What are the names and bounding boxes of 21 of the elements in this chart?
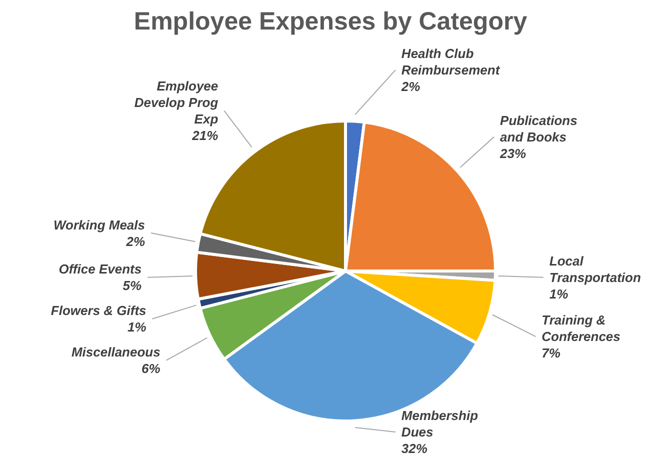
data-label: 1% xyxy=(127,320,147,335)
data-label: 23% xyxy=(499,146,526,161)
slice-label: Office Events xyxy=(58,262,142,277)
slice-label: Miscellaneous xyxy=(71,344,160,360)
slice-label: Flowers & Gifts xyxy=(50,303,146,318)
slice-label: Local Transportation xyxy=(549,253,641,285)
slice-label: Employee Develop Prog Exp xyxy=(134,78,218,126)
data-label: 7% xyxy=(542,346,561,361)
slice-label: Health Club Reimbursement xyxy=(401,46,500,78)
data-label: 2% xyxy=(400,79,421,94)
chart-title: Employee Expenses by Category xyxy=(134,8,528,36)
slice-label: Membership Dues xyxy=(401,408,478,440)
slice-label: Publications and Books xyxy=(500,112,578,144)
data-label: 5% xyxy=(122,278,142,294)
slice-label: Working Meals xyxy=(54,217,146,232)
data-label: 21% xyxy=(191,128,219,143)
data-label: 6% xyxy=(142,361,161,376)
data-label: 32% xyxy=(401,440,428,456)
slice-label: Training & Conferences xyxy=(542,312,620,344)
data-label: 2% xyxy=(125,234,146,249)
data-label: 1% xyxy=(549,286,569,302)
